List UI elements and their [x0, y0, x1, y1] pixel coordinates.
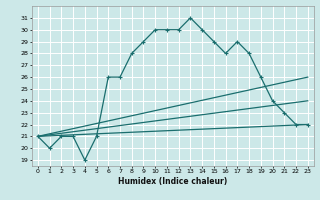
X-axis label: Humidex (Indice chaleur): Humidex (Indice chaleur)	[118, 177, 228, 186]
